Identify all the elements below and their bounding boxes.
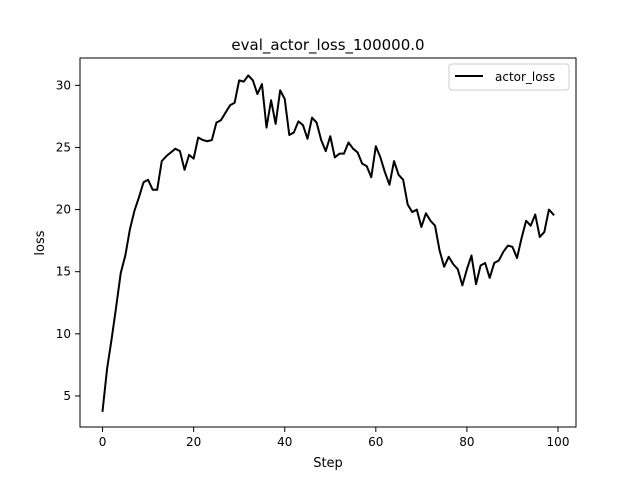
x-tick-label: 20 xyxy=(186,435,201,449)
axes-frame xyxy=(79,57,577,428)
y-tick-label: 20 xyxy=(56,203,71,217)
x-tick-label: 60 xyxy=(368,435,383,449)
x-axis-ticks: 0 20 40 60 80 100 xyxy=(99,427,570,449)
y-axis-ticks: 5 10 15 20 25 30 xyxy=(56,78,80,403)
plot-area xyxy=(101,74,555,412)
x-tick-label: 0 xyxy=(99,435,107,449)
y-tick-label: 30 xyxy=(56,78,71,92)
legend: actor_loss xyxy=(448,63,570,91)
y-axis-label: loss xyxy=(33,230,48,255)
legend-entry-actor-loss: actor_loss xyxy=(495,70,555,84)
x-tick-label: 80 xyxy=(459,435,474,449)
y-tick-label: 5 xyxy=(63,389,71,403)
legend-box xyxy=(448,63,570,91)
chart-title: eval_actor_loss_100000.0 xyxy=(231,36,424,55)
x-tick-label: 40 xyxy=(277,435,292,449)
y-tick-label: 15 xyxy=(56,265,71,279)
x-tick-label: 100 xyxy=(547,435,570,449)
y-tick-label: 25 xyxy=(56,140,71,154)
y-tick-label: 10 xyxy=(56,327,71,341)
series-line-actor-loss xyxy=(101,74,555,412)
x-axis-label: Step xyxy=(313,456,343,471)
